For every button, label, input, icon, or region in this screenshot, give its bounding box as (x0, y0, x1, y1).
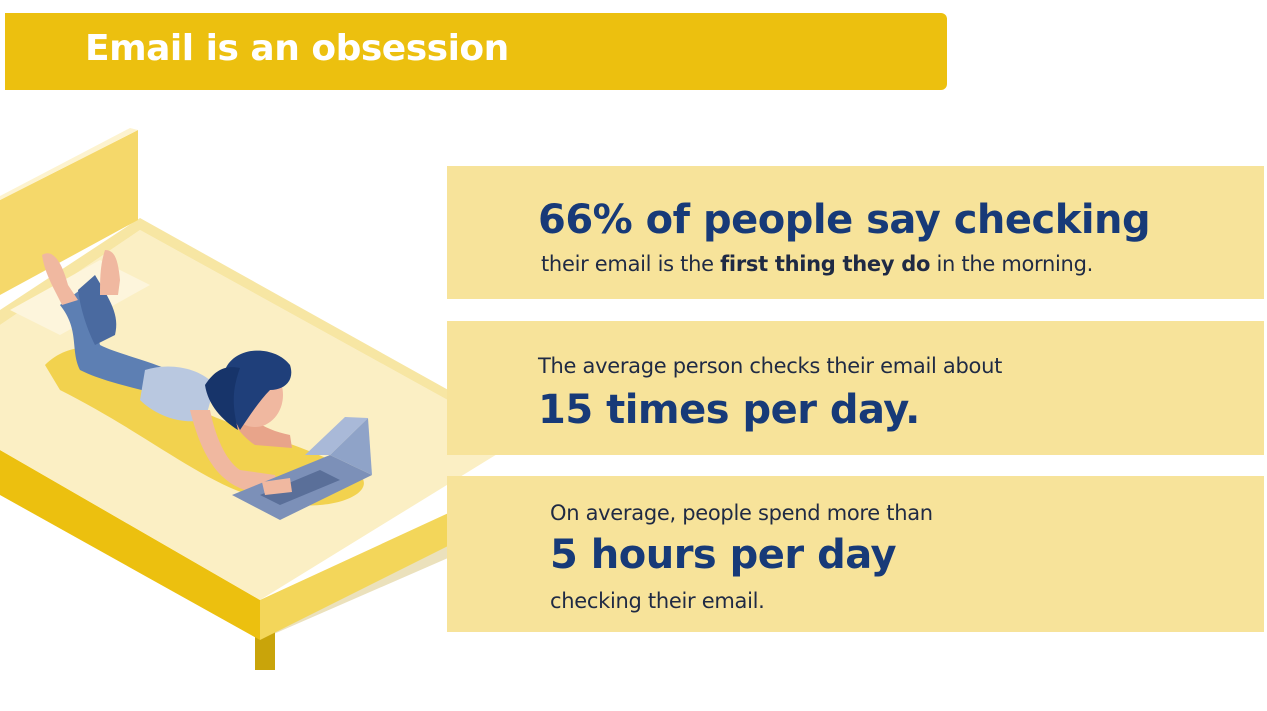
title-banner: Email is an obsession (5, 13, 947, 90)
stat-panel-times-per-day: The average person checks their email ab… (447, 321, 1264, 455)
stat-intro: On average, people spend more than (550, 501, 933, 525)
stat-headline: 15 times per day. (538, 387, 920, 433)
stat-panel-hours-per-day: On average, people spend more than 5 hou… (447, 476, 1264, 632)
stat-text: in the morning. (930, 252, 1093, 276)
stat-intro: The average person checks their email ab… (538, 354, 1003, 378)
stat-text: their email is the (541, 252, 721, 276)
stat-description: their email is the first thing they do i… (541, 250, 1093, 278)
stat-outro: checking their email. (550, 589, 765, 613)
page-title: Email is an obsession (85, 28, 509, 69)
stat-headline: 66% of people say checking (538, 197, 1151, 243)
stat-panel-first-thing: 66% of people say checking their email i… (447, 166, 1264, 299)
stat-headline: 5 hours per day (550, 532, 897, 578)
stat-bold-text: first thing they do (720, 252, 931, 276)
